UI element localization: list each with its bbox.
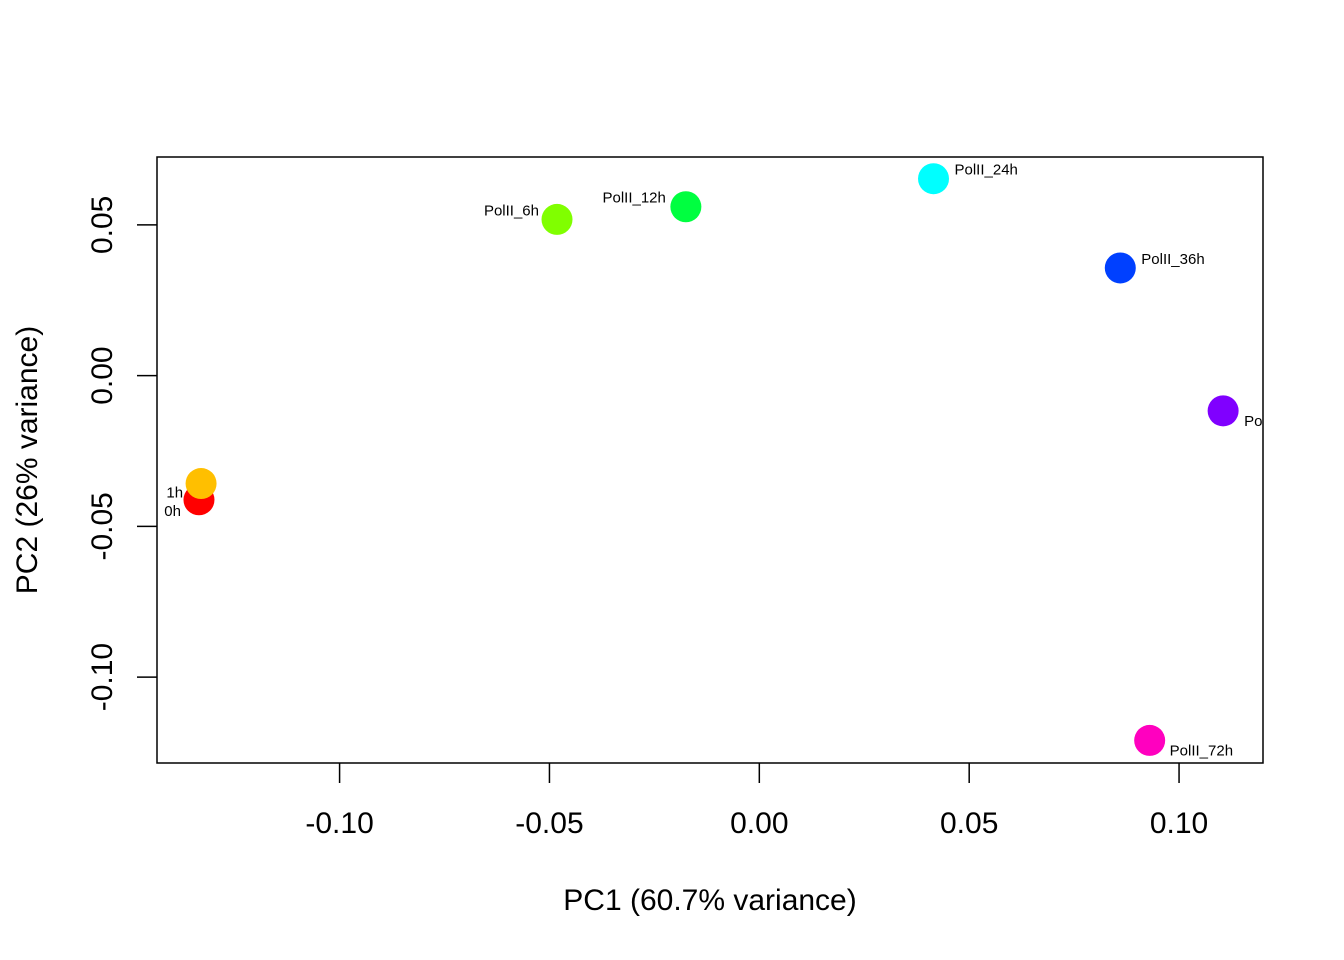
point-label: PolII_36h bbox=[1141, 251, 1204, 268]
point-label: PolII_72h bbox=[1170, 742, 1233, 759]
x-tick-label: 0.00 bbox=[730, 807, 788, 840]
y-tick-label: 0.00 bbox=[86, 346, 119, 404]
point-label: PolII_12h bbox=[602, 190, 665, 207]
x-tick-label: -0.05 bbox=[515, 807, 583, 840]
x-tick-label: 0.05 bbox=[940, 807, 998, 840]
y-axis: -0.10 -0.05 0.00 0.05 bbox=[86, 196, 157, 711]
y-tick-label: -0.05 bbox=[86, 492, 119, 560]
x-tick-label: 0.10 bbox=[1150, 807, 1208, 840]
point-label: 1h bbox=[166, 485, 183, 502]
data-point bbox=[541, 203, 573, 235]
points-layer bbox=[183, 163, 1239, 756]
x-tick-label: -0.10 bbox=[305, 807, 373, 840]
plot-frame bbox=[156, 156, 1264, 764]
point-label: Po bbox=[1244, 413, 1262, 430]
data-point bbox=[185, 468, 217, 500]
data-point bbox=[918, 163, 950, 195]
y-axis-label: PC2 (26% variance) bbox=[11, 326, 44, 594]
point-label: 0h bbox=[164, 503, 181, 520]
y-tick-label: -0.10 bbox=[86, 643, 119, 711]
point-label: PolII_24h bbox=[955, 162, 1018, 179]
x-axis: -0.10 -0.05 0.00 0.05 0.10 bbox=[305, 763, 1208, 840]
data-point bbox=[670, 191, 702, 223]
data-point bbox=[1104, 252, 1136, 284]
data-point bbox=[1134, 724, 1166, 756]
data-point bbox=[1207, 395, 1239, 427]
point-label: PolII_6h bbox=[484, 202, 539, 219]
y-tick-label: 0.05 bbox=[86, 196, 119, 254]
x-axis-label: PC1 (60.7% variance) bbox=[563, 884, 856, 917]
